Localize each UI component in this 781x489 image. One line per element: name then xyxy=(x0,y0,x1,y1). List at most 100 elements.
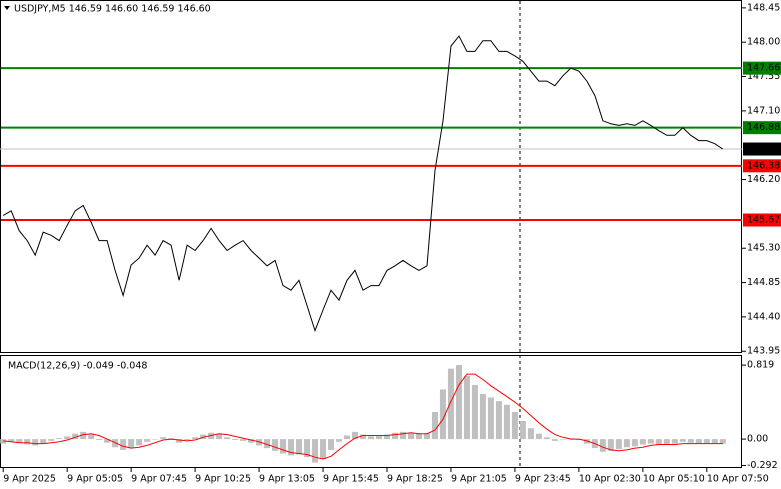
histogram-bar xyxy=(296,439,303,455)
y-tick-label: 0.819 xyxy=(747,360,774,371)
chart-title: USDJPY,M5 146.59 146.60 146.59 146.60 xyxy=(14,4,211,15)
histogram-bar xyxy=(368,436,374,440)
histogram-bar xyxy=(631,439,638,447)
histogram-bar xyxy=(344,435,351,440)
histogram-bar xyxy=(711,439,718,444)
histogram-bar xyxy=(320,439,327,459)
histogram-bar xyxy=(663,439,670,445)
histogram-bar xyxy=(88,434,95,440)
histogram-bar xyxy=(671,439,678,444)
histogram-bar xyxy=(104,439,111,443)
histogram-bar xyxy=(391,432,398,440)
histogram-bar xyxy=(272,439,279,451)
y-tick-label: 144.40 xyxy=(747,311,780,322)
y-tick-label: 143.95 xyxy=(747,346,780,357)
histogram-bar xyxy=(543,437,550,440)
level-label-box xyxy=(743,61,781,75)
histogram-bar xyxy=(136,439,143,446)
histogram-bar xyxy=(455,365,462,440)
histogram-bar xyxy=(655,439,662,445)
histogram-bar xyxy=(703,439,710,444)
x-tick-label: 9 Apr 23:45 xyxy=(515,474,571,485)
y-tick-label: 147.55 xyxy=(747,71,780,82)
level-label: 145.67 xyxy=(747,214,780,225)
y-tick-label: -0.292 xyxy=(747,460,778,471)
macd-title: MACD(12,26,9) -0.049 -0.048 xyxy=(8,361,147,372)
histogram-bar xyxy=(679,439,686,442)
menu-triangle xyxy=(4,6,10,10)
histogram-bar xyxy=(527,428,534,440)
level-label-box xyxy=(743,213,781,227)
y-tick-label: 0.00 xyxy=(747,434,768,445)
histogram-bar xyxy=(288,439,295,456)
x-tick-label: 9 Apr 18:25 xyxy=(387,474,443,485)
histogram-bar xyxy=(407,432,414,440)
histogram-bar xyxy=(623,439,630,448)
histogram-bar xyxy=(232,439,239,440)
histogram-bar xyxy=(423,433,430,440)
price-panel xyxy=(0,0,742,353)
x-tick-label: 10 Apr 07:50 xyxy=(707,474,769,485)
x-tick-label: 9 Apr 10:25 xyxy=(195,474,251,485)
level-label: 146.88 xyxy=(747,122,780,133)
histogram-bar xyxy=(439,389,446,440)
histogram-bar xyxy=(264,439,271,449)
histogram-bar xyxy=(479,393,486,440)
histogram-bar xyxy=(535,433,542,440)
histogram-bar xyxy=(80,431,87,440)
histogram-bar xyxy=(487,397,494,440)
histogram-bar xyxy=(375,435,382,440)
histogram-bar xyxy=(304,439,311,458)
y-tick-label: 147.10 xyxy=(747,105,780,116)
histogram-bar xyxy=(383,434,390,440)
histogram-bar xyxy=(328,439,335,450)
histogram-bar xyxy=(360,434,367,440)
current-price-box xyxy=(743,142,781,156)
histogram-bar xyxy=(431,412,438,440)
histogram-bar xyxy=(176,439,183,443)
histogram-bar xyxy=(56,438,63,440)
histogram-bar xyxy=(415,433,422,440)
histogram-bar xyxy=(599,439,606,452)
histogram-bar xyxy=(352,431,359,440)
y-tick-label: 145.30 xyxy=(747,243,780,254)
histogram-bar xyxy=(639,439,646,445)
histogram-bar xyxy=(48,439,55,441)
histogram-bar xyxy=(144,439,151,442)
histogram-bar xyxy=(719,439,726,444)
price-line xyxy=(2,35,724,333)
histogram-bar xyxy=(72,433,79,440)
level-label: 146.38 xyxy=(747,160,780,171)
x-tick-label: 9 Apr 21:05 xyxy=(451,474,507,485)
x-tick-label: 9 Apr 07:45 xyxy=(131,474,187,485)
x-tick-label: 9 Apr 05:05 xyxy=(67,474,123,485)
level-label-box xyxy=(743,159,781,173)
histogram-bar xyxy=(32,439,39,446)
histogram-bar xyxy=(24,439,31,445)
histogram-bar xyxy=(647,439,654,444)
histogram-bar xyxy=(551,439,558,441)
histogram-bar xyxy=(280,439,287,454)
y-tick-label: 148.00 xyxy=(747,37,780,48)
y-tick-label: 144.85 xyxy=(747,277,780,288)
histogram-bar xyxy=(607,439,614,451)
histogram-bar xyxy=(184,439,191,440)
x-tick-label: 9 Apr 2025 xyxy=(3,474,56,485)
current-price-label: 146.60 xyxy=(747,144,780,155)
histogram-bar xyxy=(16,439,23,443)
histogram-bar xyxy=(471,384,478,440)
histogram-bar xyxy=(495,401,502,440)
x-tick-label: 9 Apr 13:05 xyxy=(259,474,315,485)
macd-panel xyxy=(0,355,742,468)
histogram-bar xyxy=(248,439,255,443)
y-tick-label: 146.20 xyxy=(747,174,780,185)
histogram-bar xyxy=(511,412,518,440)
histogram-bar xyxy=(224,437,231,440)
x-tick-label: 10 Apr 02:30 xyxy=(579,474,641,485)
level-label-box xyxy=(743,121,781,135)
histogram-bar xyxy=(312,439,319,463)
histogram-bar xyxy=(447,368,454,440)
y-tick-label: 148.45 xyxy=(747,2,780,13)
